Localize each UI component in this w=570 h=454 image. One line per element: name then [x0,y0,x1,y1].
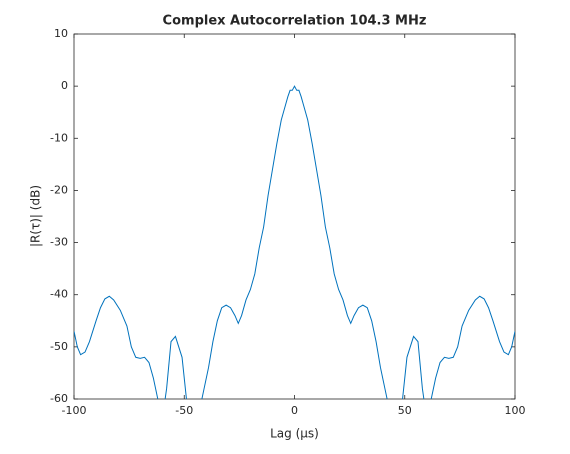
data-line [74,85,515,399]
x-tick-label: 100 [505,404,526,417]
y-tick-label: -10 [50,131,68,144]
y-tick-label: -50 [50,340,68,353]
y-axis-label: |R(τ)| (dB) [29,185,43,247]
y-tick-label: -30 [50,236,68,249]
x-tick-label: 50 [398,404,412,417]
y-tick-label: 10 [54,27,68,40]
y-tick-label: -20 [50,183,68,196]
chart-title: Complex Autocorrelation 104.3 MHz [163,14,427,29]
x-tick-label: 0 [291,404,298,417]
x-axis-label: Lag (μs) [270,427,319,441]
plot-area [73,33,516,400]
x-tick-label: -100 [62,404,87,417]
y-tick-label: -60 [50,392,68,405]
y-tick-label: 0 [61,79,68,92]
x-tick-label: -50 [175,404,193,417]
y-tick-label: -40 [50,288,68,301]
